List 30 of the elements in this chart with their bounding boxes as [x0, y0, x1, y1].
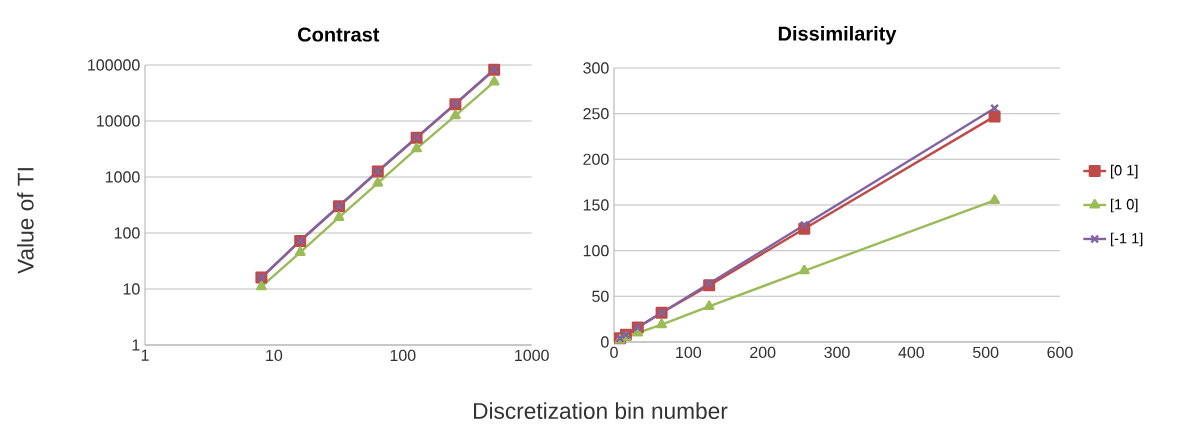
y-tick-label: 250 [583, 108, 609, 120]
y-tick-label: 10000 [97, 115, 140, 127]
chart-title: Contrast [298, 27, 380, 42]
x-tick-label: 0 [610, 346, 618, 359]
y-tick-label: 100 [114, 227, 140, 239]
x-tick-label: 100 [676, 346, 702, 359]
legend-label: [1 0] [1110, 198, 1138, 213]
x-tick-label: 500 [972, 346, 999, 359]
y-tick-label: 0 [601, 336, 609, 348]
y-tick-label: 10 [123, 283, 140, 295]
y-tick-label: 300 [583, 62, 609, 74]
y-tick-label: 1000 [105, 171, 140, 183]
y-tick-label: 150 [583, 199, 609, 211]
y-tick-label: 200 [583, 153, 609, 165]
x-tick-label: 600 [1047, 346, 1073, 359]
x-tick-label: 400 [898, 346, 925, 359]
x-axis-title: Discretization bin number [474, 402, 728, 419]
x-tick-label: 10 [266, 349, 283, 362]
legend-label: [-1 1] [1110, 232, 1143, 247]
x-tick-label: 1000 [515, 349, 549, 362]
legend-label: [0 1] [1110, 164, 1138, 179]
y-tick-label: 50 [592, 290, 609, 302]
y-tick-label: 100 [583, 245, 609, 257]
x-tick-label: 100 [390, 349, 416, 362]
y-axis-title: Value of TI [17, 168, 34, 274]
x-tick-label: 200 [750, 346, 776, 359]
x-tick-label: 1 [141, 349, 149, 361]
chart-title: Dissimilarity [778, 25, 897, 45]
y-tick-label: 100000 [88, 59, 140, 71]
x-tick-label: 300 [824, 346, 850, 359]
